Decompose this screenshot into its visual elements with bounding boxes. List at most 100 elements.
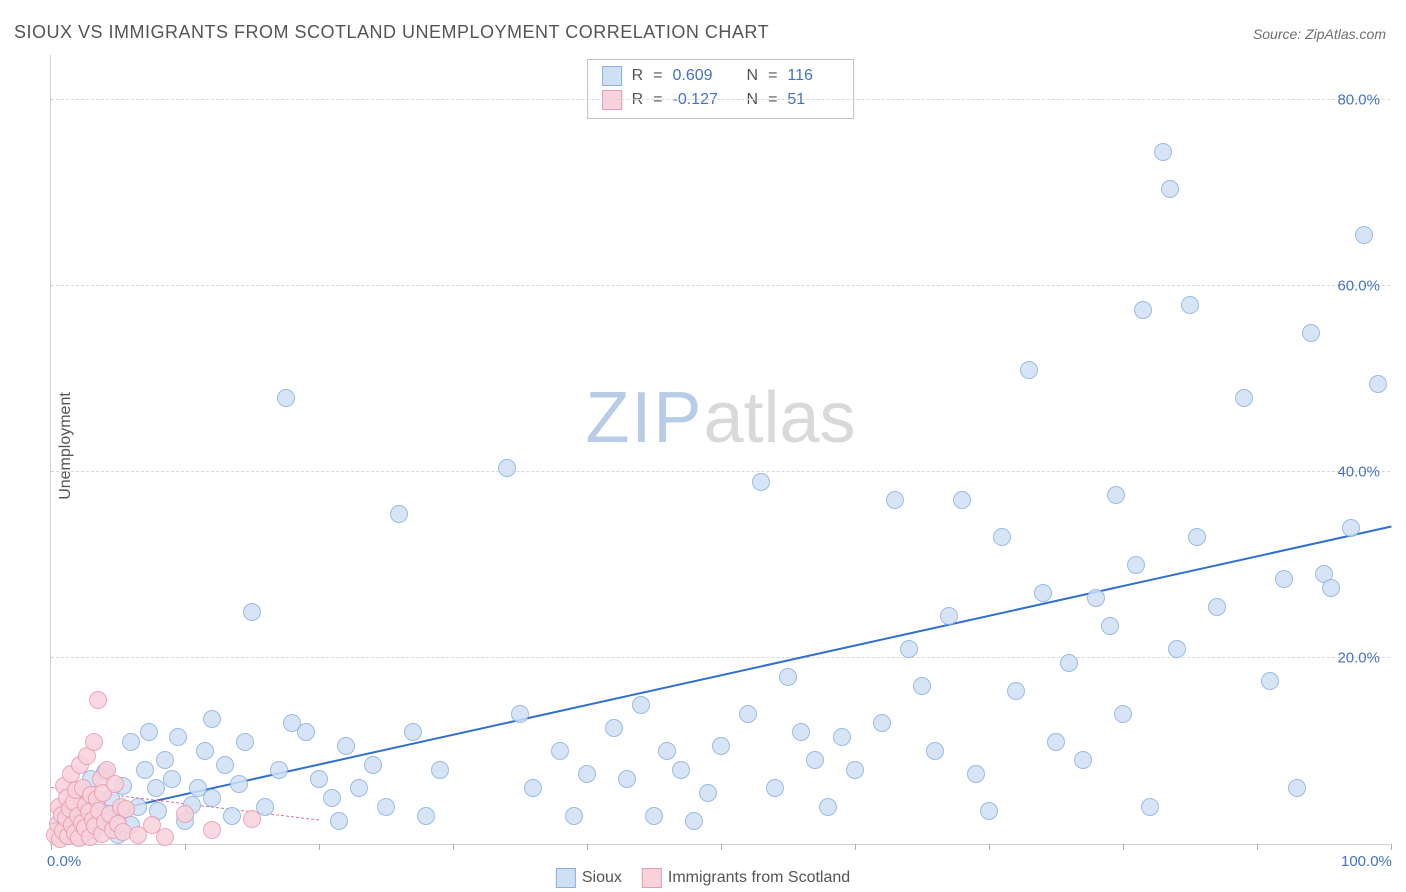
data-point [1007,682,1025,700]
data-point [277,389,295,407]
data-point [1134,301,1152,319]
gridline [51,471,1390,472]
data-point [1188,528,1206,546]
data-point [337,737,355,755]
data-point [203,789,221,807]
data-point [1141,798,1159,816]
legend-correlation: R=0.609N=116R=-0.127N=51 [587,59,855,119]
scatter-plot: ZIPatlas R=0.609N=116R=-0.127N=51 20.0%4… [50,55,1390,845]
data-point [766,779,784,797]
data-point [1060,654,1078,672]
source-prefix: Source: [1253,26,1305,42]
data-point [833,728,851,746]
data-point [672,761,690,779]
data-point [967,765,985,783]
legend-r-label: R [632,64,644,88]
legend-item: Immigrants from Scotland [642,868,850,888]
data-point [792,723,810,741]
data-point [1342,519,1360,537]
data-point [216,756,234,774]
data-point [377,798,395,816]
data-point [236,733,254,751]
data-point [551,742,569,760]
data-point [886,491,904,509]
x-tick [587,844,588,850]
data-point [350,779,368,797]
legend-swatch [556,868,576,888]
legend-swatch [602,66,622,86]
legend-n-value: 116 [787,64,839,88]
data-point [1261,672,1279,690]
data-point [1275,570,1293,588]
y-tick-label: 40.0% [1337,464,1380,481]
data-point [1181,296,1199,314]
data-point [926,742,944,760]
x-tick [1123,844,1124,850]
y-tick-label: 20.0% [1337,650,1380,667]
data-point [297,723,315,741]
data-point [846,761,864,779]
data-point [1235,389,1253,407]
data-point [243,810,261,828]
data-point [565,807,583,825]
data-point [156,828,174,846]
data-point [498,459,516,477]
data-point [1322,579,1340,597]
data-point [1369,375,1387,393]
y-tick-label: 80.0% [1337,92,1380,109]
legend-label: Immigrants from Scotland [668,869,850,886]
x-tick-label: 100.0% [1341,853,1392,870]
data-point [89,691,107,709]
data-point [140,723,158,741]
data-point [417,807,435,825]
legend-item: Sioux [556,868,622,888]
data-point [1101,617,1119,635]
legend-equals: = [653,64,662,88]
data-point [739,705,757,723]
x-tick [1257,844,1258,850]
data-point [364,756,382,774]
data-point [136,761,154,779]
watermark: ZIPatlas [585,377,855,459]
data-point [106,775,124,793]
data-point [993,528,1011,546]
data-point [1047,733,1065,751]
data-point [203,710,221,728]
data-point [1127,556,1145,574]
legend-label: Sioux [582,869,622,886]
source-label: Source: ZipAtlas.com [1253,26,1386,42]
x-tick-label: 0.0% [47,853,81,870]
gridline [51,657,1390,658]
data-point [645,807,663,825]
y-tick-label: 60.0% [1337,278,1380,295]
data-point [147,779,165,797]
legend-swatch [642,868,662,888]
data-point [605,719,623,737]
data-point [699,784,717,802]
data-point [163,770,181,788]
data-point [1074,751,1092,769]
x-tick [989,844,990,850]
data-point [658,742,676,760]
source-link[interactable]: ZipAtlas.com [1305,26,1386,42]
x-tick [453,844,454,850]
data-point [310,770,328,788]
data-point [85,733,103,751]
legend-row: R=0.609N=116 [602,64,840,88]
data-point [712,737,730,755]
data-point [196,742,214,760]
data-point [1355,226,1373,244]
data-point [940,607,958,625]
data-point [524,779,542,797]
data-point [1288,779,1306,797]
data-point [122,733,140,751]
data-point [1168,640,1186,658]
data-point [913,677,931,695]
data-point [390,505,408,523]
legend-n-label: N [747,64,759,88]
data-point [618,770,636,788]
data-point [806,751,824,769]
x-tick [1391,844,1392,850]
data-point [1107,486,1125,504]
data-point [1161,180,1179,198]
